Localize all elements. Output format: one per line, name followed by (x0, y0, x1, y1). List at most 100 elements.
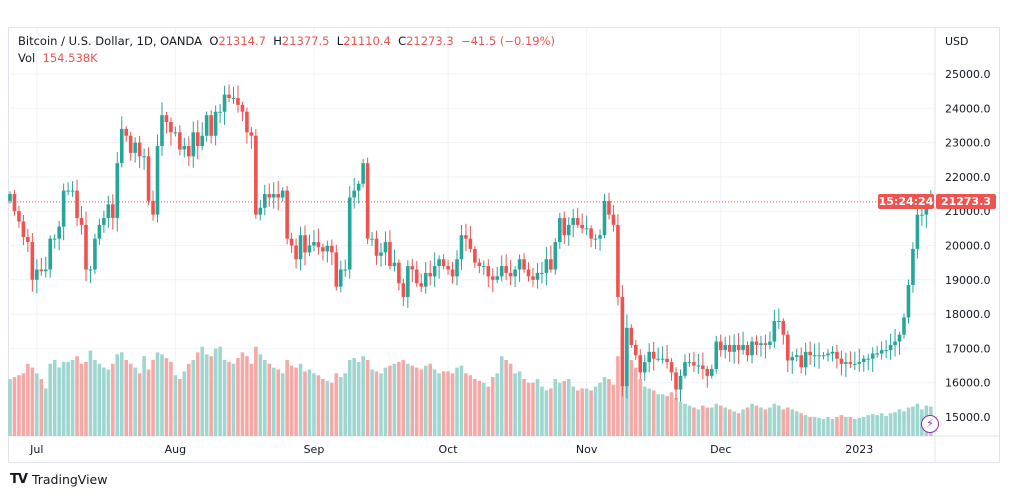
candle-body (629, 327, 634, 345)
candle (888, 333, 893, 360)
volume-label[interactable]: Vol (18, 51, 36, 65)
volume-bar (870, 414, 875, 436)
candle (195, 120, 200, 160)
candle (401, 278, 406, 307)
candle-body (35, 269, 39, 280)
candle-body (84, 224, 88, 270)
candle (249, 126, 254, 149)
candle (625, 314, 629, 399)
candle (17, 205, 21, 228)
candle-body (861, 358, 866, 363)
candle-body (39, 269, 44, 272)
candle-body (879, 350, 884, 354)
volume-bar (450, 373, 455, 436)
candle (799, 347, 803, 374)
candle-body (30, 242, 35, 280)
volume-bar (781, 409, 786, 436)
candle (21, 214, 26, 246)
candle (522, 253, 526, 273)
candle-body (280, 190, 285, 198)
candle-body (133, 142, 137, 153)
volume-bar (486, 386, 491, 436)
candle (160, 102, 164, 156)
candle (419, 273, 424, 293)
volume-bar (325, 380, 330, 436)
candle (844, 352, 848, 378)
volume-bar (441, 371, 446, 436)
candle-body (906, 284, 911, 318)
volume-bar (191, 360, 196, 436)
candle (155, 134, 160, 223)
volume-bar (464, 373, 468, 436)
volume-bar (119, 352, 124, 436)
lightning-icon[interactable]: ⚡ (921, 415, 939, 433)
bar-countdown-label: 15:24:24 (878, 194, 934, 209)
volume-legend: Vol 154.538K (18, 51, 98, 65)
candle (616, 214, 620, 306)
candle-body (558, 218, 562, 243)
candle (768, 331, 772, 350)
candle-body (142, 156, 146, 158)
candle-body (249, 132, 254, 136)
candle-body (759, 343, 763, 345)
candle (709, 364, 714, 379)
volume-bar (280, 373, 285, 436)
volume-bar (589, 390, 593, 436)
volume-bar (231, 363, 236, 436)
volume-bar (660, 394, 665, 436)
volume-bar (750, 403, 754, 436)
candle-body (812, 355, 817, 357)
last-price-label: 21273.3 (936, 194, 996, 209)
candle (897, 331, 902, 355)
volume-bar (772, 403, 777, 436)
volume-bar (678, 401, 683, 436)
volume-bar (410, 365, 415, 436)
candle (611, 205, 616, 232)
candle (504, 254, 508, 280)
volume-bar (316, 375, 321, 436)
candle-body (334, 252, 339, 287)
candle (178, 125, 182, 156)
candle-body (620, 296, 625, 387)
volume-bar (414, 367, 419, 436)
candle-body (625, 327, 629, 387)
volume-bar (142, 356, 146, 436)
volume-bar (884, 416, 888, 436)
candle (12, 190, 17, 216)
candle (875, 346, 879, 358)
candle (88, 265, 93, 284)
volume-value: 154.538K (42, 51, 98, 65)
candle (455, 250, 459, 286)
candle-body (48, 238, 53, 270)
candle-body (473, 248, 477, 263)
candle-body (893, 341, 897, 345)
candlestick-chart[interactable]: 25000.024000.023000.022000.021000.020000… (0, 0, 1012, 470)
candle (473, 245, 477, 268)
volume-bar (727, 409, 732, 436)
volume-bar (298, 363, 303, 436)
candle (651, 341, 656, 371)
candle (338, 260, 343, 293)
candle (35, 259, 39, 294)
candle (294, 238, 298, 269)
candle (106, 195, 111, 228)
volume-bar (826, 417, 830, 436)
candle-body (696, 365, 701, 367)
candle (446, 259, 450, 275)
symbol-title[interactable]: Bitcoin / U.S. Dollar, 1D, OANDA (18, 34, 202, 48)
candle-body (169, 122, 173, 133)
candle (459, 225, 464, 270)
open-label: O (209, 34, 219, 48)
volume-bar (423, 365, 428, 436)
candle-body (227, 94, 231, 99)
candle (906, 279, 911, 324)
candle (830, 346, 835, 362)
candle (558, 212, 562, 249)
candle-body (155, 146, 160, 215)
candle-body (553, 242, 558, 270)
volume-bar (875, 415, 879, 436)
candle (638, 349, 643, 380)
tradingview-logo[interactable]: TV TradingView (10, 472, 107, 487)
candle (723, 336, 727, 359)
volume-bar (651, 390, 656, 436)
